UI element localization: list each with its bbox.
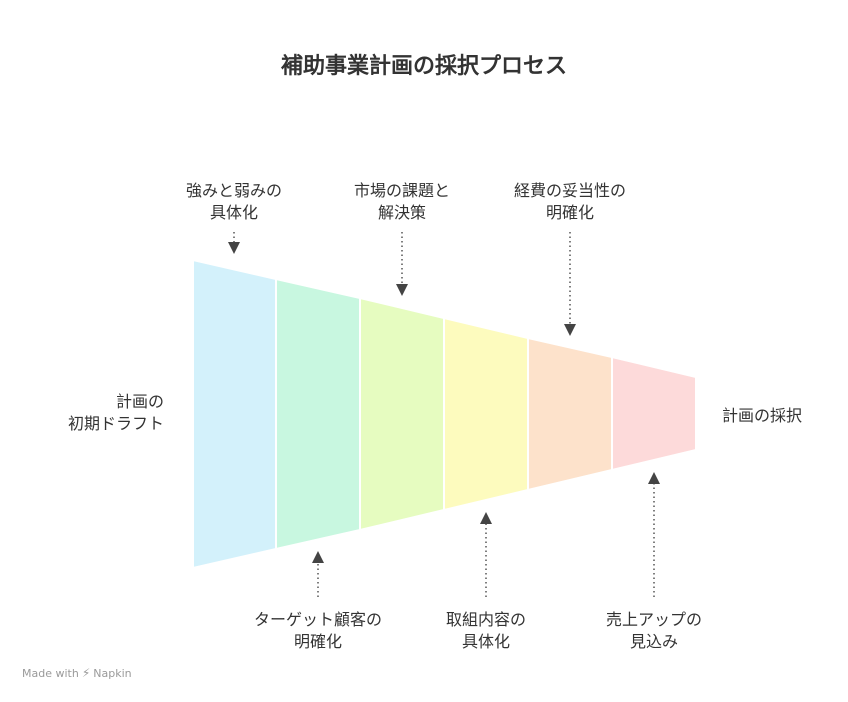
step-label-initiative: 取組内容の 具体化 bbox=[406, 609, 566, 653]
step-label-line: 売上アップの bbox=[605, 610, 702, 629]
funnel-segment-6 bbox=[611, 355, 697, 472]
funnel-segment-5 bbox=[527, 336, 613, 492]
funnel-segment-4 bbox=[443, 316, 529, 512]
made-with-footer: Made with ⚡ Napkin bbox=[22, 666, 132, 680]
step-label-line: 経費の妥当性の bbox=[513, 181, 626, 200]
funnel-segment-2 bbox=[275, 277, 361, 551]
end-label: 計画の採択 bbox=[722, 406, 803, 425]
step-label-line: 解決策 bbox=[377, 203, 426, 222]
napkin-logo-icon: ⚡ bbox=[81, 666, 91, 680]
step-label-market: 市場の課題と 解決策 bbox=[322, 180, 482, 224]
start-label-line1: 計画の bbox=[115, 392, 164, 411]
step-label-sales: 売上アップの 見込み bbox=[574, 609, 734, 653]
step-label-line: 強みと弱みの bbox=[185, 181, 282, 200]
step-label-line: 市場の課題と bbox=[353, 181, 450, 200]
step-label-expenses: 経費の妥当性の 明確化 bbox=[490, 180, 650, 224]
step-label-line: 具体化 bbox=[209, 203, 258, 222]
step-label-line: 取組内容の bbox=[445, 610, 526, 629]
start-label-line2: 初期ドラフト bbox=[67, 414, 164, 433]
page-title: 補助事業計画の採択プロセス bbox=[280, 54, 567, 79]
step-label-line: ターゲット顧客の bbox=[253, 610, 382, 629]
step-label-line: 明確化 bbox=[293, 632, 342, 651]
start-label: 計画の 初期ドラフト bbox=[20, 391, 164, 435]
step-label-target: ターゲット顧客の 明確化 bbox=[228, 609, 408, 653]
funnel-segment-3 bbox=[359, 296, 445, 532]
step-label-line: 見込み bbox=[629, 632, 678, 651]
footer-prefix: Made with bbox=[22, 666, 79, 680]
footer-brand: Napkin bbox=[93, 666, 132, 680]
step-label-line: 具体化 bbox=[461, 632, 510, 651]
step-label-line: 明確化 bbox=[545, 203, 594, 222]
step-label-strengths: 強みと弱みの 具体化 bbox=[154, 180, 314, 224]
funnel-segment-1 bbox=[192, 258, 277, 570]
